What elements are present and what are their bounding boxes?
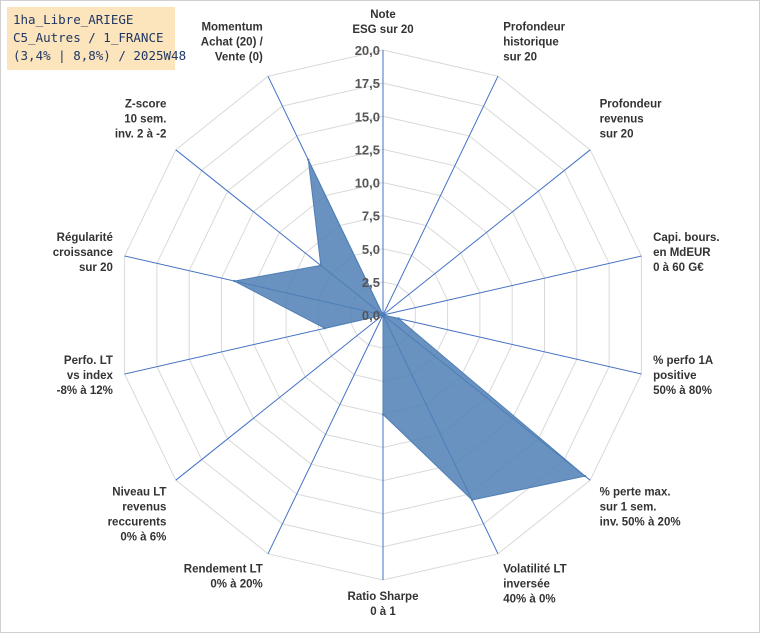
category-label-line: sur 20 [79,262,113,274]
category-label-line: 10 sem. [124,113,166,125]
category-label-line: sur 20 [503,51,537,63]
tick-label: 20,0 [355,43,380,58]
category-label-line: croissance [53,247,113,259]
data-point [381,313,385,317]
category-label-line: Régularité [57,232,113,244]
category-label-line: Volatilité LT [503,564,566,576]
data-point [397,317,400,320]
spoke-line [382,149,591,316]
title-line-3: (3,4% | 8,8%) / 2025W48 [13,48,187,63]
category-label-line: sur 20 [600,128,634,140]
title-line-2: C5_Autres / 1_FRANCE [13,30,164,45]
series-area [232,159,587,501]
category-label-line: Achat (20) / [201,36,264,48]
category-label-line: ESG sur 20 [352,24,413,36]
category-label-line: Momentum [201,21,262,33]
category-label-line: positive [653,370,696,382]
spoke-line [175,314,384,481]
data-point [319,264,322,267]
radial-tick-labels: 0,0 2,5 5,0 7,5 10,0 12,5 15,0 17,5 20,0 [355,43,380,323]
category-label-line: inv. 50% à 20% [600,517,681,529]
category-label: Profondeur historique sur 20 [503,21,565,63]
category-label: Niveau LT revenus reccurents 0% à 6% [108,487,167,544]
category-label-line: historique [503,36,559,48]
category-label: Profondeur revenus sur 20 [600,98,662,140]
category-label: Ratio Sharpe 0 à 1 [348,591,419,618]
category-labels: Note ESG sur 20 Profondeur historique sur 20… [53,9,720,618]
category-label-line: Niveau LT [112,487,166,499]
category-label-line: 50% à 80% [653,385,712,397]
tick-label: 12,5 [355,142,380,157]
category-label-line: Profondeur [600,98,662,110]
category-label-line: 0% à 6% [120,532,166,544]
category-label-line: en MdEUR [653,247,711,259]
tick-label: 10,0 [355,176,380,191]
data-point [307,158,310,161]
data-point [381,413,385,416]
spoke-line [382,314,642,375]
category-label: Z-score 10 sem. inv. 2 à -2 [115,98,167,140]
category-label-line: Ratio Sharpe [348,591,419,603]
tick-label: 15,0 [355,109,380,124]
category-label-line: 0% à 20% [210,579,262,591]
category-label: Rendement LT 0% à 20% [184,564,263,591]
category-label-line: revenus [600,113,644,125]
tick-label: 7,5 [362,209,380,224]
category-label-line: % perfo 1A [653,355,713,367]
category-label-line: % perte max. [600,487,671,499]
spoke-line [382,255,642,316]
category-label-line: 0 à 60 G€ [653,262,704,274]
category-label-line: Rendement LT [184,564,263,576]
category-label-line: vs index [67,370,114,382]
data-point [323,327,327,330]
category-label-line: 40% à 0% [503,594,555,606]
category-label: Régularité croissance sur 20 [53,232,113,274]
spoke-line [267,314,384,555]
spoke-line [382,75,499,316]
category-label-line: Capi. bours. [653,232,719,244]
category-label: Capi. bours. en MdEUR 0 à 60 G€ [653,232,719,274]
tick-label: 5,0 [362,242,380,257]
category-label-line: inversée [503,579,550,591]
category-label-line: Perfo. LT [64,355,113,367]
data-point [233,279,236,283]
tick-label: 0,0 [362,308,380,323]
category-label: % perte max. sur 1 sem. inv. 50% à 20% [600,487,681,529]
data-point [583,474,587,478]
chart-title-box: 1ha_Libre_ARIEGE C5_Autres / 1_FRANCE (3… [7,7,187,70]
category-label-line: Profondeur [503,21,565,33]
title-line-1: 1ha_Libre_ARIEGE [13,12,134,27]
category-label-line: revenus [122,502,166,514]
category-label-line: reccurents [108,517,167,529]
radar-series [232,158,587,502]
category-label: Volatilité LT inversée 40% à 0% [503,564,566,606]
category-label: Note ESG sur 20 [352,9,413,36]
category-label-line: Vente (0) [215,51,263,63]
data-point [470,498,474,502]
category-label-line: sur 1 sem. [600,502,657,514]
category-label: % perfo 1A positive 50% à 80% [653,355,713,397]
category-label-line: inv. 2 à -2 [115,128,167,140]
category-label-line: Note [370,9,396,21]
tick-label: 2,5 [362,275,380,290]
category-label-line: -8% à 12% [57,385,113,397]
category-label-line: 0 à 1 [370,606,396,618]
tick-label: 17,5 [355,76,380,91]
category-label: Perfo. LT vs index -8% à 12% [57,355,114,397]
category-label: Momentum Achat (20) / Vente (0) [201,21,264,63]
category-label-line: Z-score [125,98,167,110]
